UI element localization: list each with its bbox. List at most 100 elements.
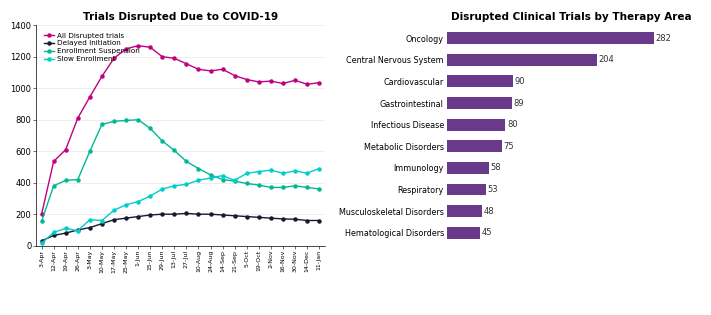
Bar [447,205,482,217]
Delayed Initiation [194,212,203,216]
Slow Enrollment [61,226,70,230]
Bar [447,140,502,152]
All Disrupted trials [218,67,227,71]
Slow Enrollment [170,184,178,188]
Delayed Initiation [73,228,82,232]
Slow Enrollment [182,182,191,186]
Delayed Initiation [158,212,166,216]
All Disrupted trials [134,44,142,48]
Text: 53: 53 [487,185,498,194]
Slow Enrollment [315,167,324,170]
Text: 89: 89 [513,99,524,107]
Bar [447,32,654,44]
Enrollment Suspension [218,178,227,181]
Slow Enrollment [279,171,287,175]
Line: Slow Enrollment: Slow Enrollment [40,167,321,245]
Enrollment Suspension [170,149,178,152]
All Disrupted trials [158,55,166,59]
All Disrupted trials [85,95,94,99]
Slow Enrollment [158,187,166,191]
Enrollment Suspension [303,186,311,189]
All Disrupted trials [37,212,46,216]
Bar [447,76,513,87]
Slow Enrollment [218,174,227,178]
Delayed Initiation [230,214,239,218]
Slow Enrollment [194,178,203,182]
All Disrupted trials [255,80,263,84]
Title: Disrupted Clinical Trials by Therapy Area: Disrupted Clinical Trials by Therapy Are… [451,12,692,22]
Delayed Initiation [146,213,154,217]
All Disrupted trials [61,148,70,152]
Enrollment Suspension [255,183,263,187]
All Disrupted trials [122,47,130,51]
Enrollment Suspension [97,123,106,126]
Enrollment Suspension [134,118,142,122]
Slow Enrollment [109,209,118,212]
Delayed Initiation [134,215,142,219]
Enrollment Suspension [146,127,154,130]
Enrollment Suspension [61,178,70,182]
Enrollment Suspension [109,119,118,123]
Enrollment Suspension [85,149,94,153]
Slow Enrollment [303,171,311,175]
Text: 45: 45 [481,228,492,237]
Text: 48: 48 [483,207,494,215]
All Disrupted trials [242,78,251,82]
Legend: All Disrupted trials, Delayed Initiation, Enrollment Suspension, Slow Enrollment: All Disrupted trials, Delayed Initiation… [42,31,141,64]
Enrollment Suspension [194,167,203,170]
Delayed Initiation [49,234,58,238]
Delayed Initiation [218,213,227,217]
All Disrupted trials [291,78,299,82]
Enrollment Suspension [49,184,58,188]
Delayed Initiation [315,219,324,222]
Delayed Initiation [85,226,94,229]
Slow Enrollment [291,169,299,173]
Slow Enrollment [230,178,239,182]
Delayed Initiation [279,217,287,221]
Delayed Initiation [291,217,299,221]
Text: 80: 80 [507,120,518,129]
Delayed Initiation [206,212,215,216]
Slow Enrollment [85,218,94,222]
Text: 204: 204 [598,55,614,64]
Delayed Initiation [267,216,275,220]
Slow Enrollment [134,200,142,203]
Enrollment Suspension [242,181,251,185]
Enrollment Suspension [73,178,82,181]
Delayed Initiation [122,216,130,220]
Enrollment Suspension [291,184,299,188]
Slow Enrollment [267,168,275,172]
All Disrupted trials [97,74,106,78]
Bar [447,119,506,131]
All Disrupted trials [230,74,239,77]
Enrollment Suspension [37,219,46,223]
Slow Enrollment [242,171,251,175]
Delayed Initiation [303,219,311,222]
Delayed Initiation [37,239,46,243]
All Disrupted trials [315,81,324,84]
Enrollment Suspension [158,139,166,143]
Slow Enrollment [97,219,106,222]
Slow Enrollment [146,194,154,198]
All Disrupted trials [279,82,287,85]
Enrollment Suspension [122,119,130,123]
Title: Trials Disrupted Due to COVID-19: Trials Disrupted Due to COVID-19 [82,12,278,22]
All Disrupted trials [267,79,275,83]
All Disrupted trials [182,62,191,66]
Line: All Disrupted trials: All Disrupted trials [40,44,321,216]
Bar [447,54,597,66]
Enrollment Suspension [230,179,239,183]
Text: 58: 58 [491,163,501,172]
Enrollment Suspension [315,187,324,191]
Line: Enrollment Suspension: Enrollment Suspension [40,118,321,223]
Text: 90: 90 [514,77,525,86]
Enrollment Suspension [182,159,191,163]
Delayed Initiation [242,215,251,219]
Bar [447,97,512,109]
Delayed Initiation [109,218,118,222]
Delayed Initiation [255,215,263,219]
All Disrupted trials [206,69,215,73]
Bar [447,227,480,239]
Enrollment Suspension [267,186,275,189]
Slow Enrollment [37,241,46,245]
